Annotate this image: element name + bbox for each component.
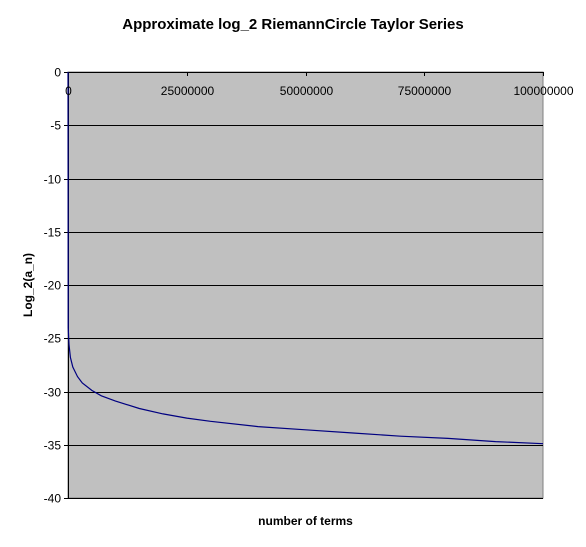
chart-title: Approximate log_2 RiemannCircle Taylor S… bbox=[122, 16, 464, 33]
y-tick-label: -5 bbox=[50, 119, 61, 133]
y-tick-label: -20 bbox=[44, 279, 62, 293]
y-tick-label: -35 bbox=[44, 439, 62, 453]
x-tick-label: 100000000 bbox=[513, 84, 573, 98]
x-axis-label: number of terms bbox=[258, 514, 353, 528]
y-tick-label: 0 bbox=[54, 66, 61, 80]
x-tick-label: 50000000 bbox=[280, 84, 334, 98]
y-tick-label: -30 bbox=[44, 386, 62, 400]
y-tick-label: -25 bbox=[44, 332, 62, 346]
y-axis-label: Log_2(a_n) bbox=[21, 252, 35, 318]
series-line bbox=[67, 71, 544, 445]
y-tick-label: -15 bbox=[44, 226, 62, 240]
x-tick-label: 75000000 bbox=[398, 84, 452, 98]
y-tick-label: -10 bbox=[44, 173, 62, 187]
x-tick-label: 0 bbox=[65, 84, 72, 98]
x-tick-label: 25000000 bbox=[161, 84, 215, 98]
y-tick-label: -40 bbox=[44, 492, 62, 506]
